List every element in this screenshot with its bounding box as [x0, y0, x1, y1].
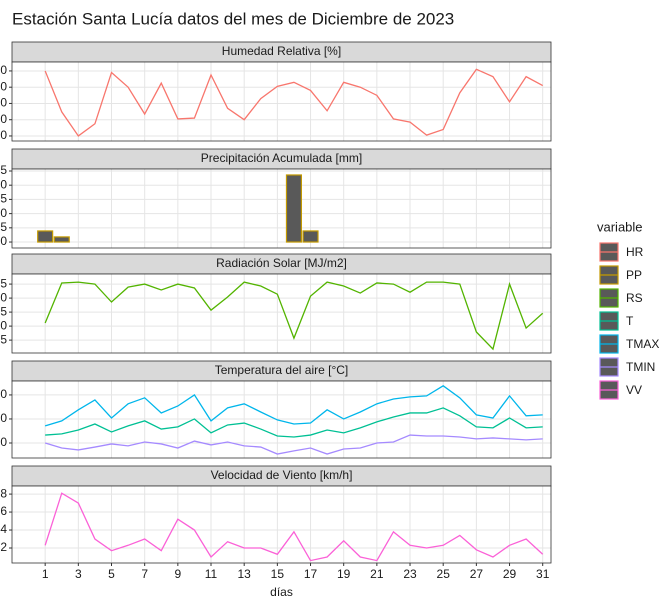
panel-border: [11, 485, 552, 564]
y-tick-label: 10: [0, 206, 7, 220]
x-tick-label: 27: [470, 567, 484, 581]
strip-title: Velocidad de Viento [km/h]: [211, 468, 353, 482]
y-tick-label: 5: [0, 220, 7, 234]
y-tick-label: 8: [0, 486, 7, 500]
legend-label: HR: [626, 245, 644, 259]
strip-title: Humedad Relativa [%]: [222, 44, 341, 58]
chart-title: Estación Santa Lucía datos del mes de Di…: [12, 9, 454, 28]
panel-border: [11, 168, 552, 249]
x-tick-label: 25: [437, 567, 451, 581]
line: [44, 68, 544, 137]
y-tick-label: 4: [0, 522, 7, 536]
x-tick-label: 1: [42, 567, 49, 581]
strip-title: Precipitación Acumulada [mm]: [201, 151, 362, 165]
y-tick-label: 2: [0, 540, 7, 554]
panel: [12, 62, 551, 141]
legend-label: RS: [626, 291, 643, 305]
legend-label: TMAX: [626, 337, 659, 351]
y-tick-label: 50: [0, 128, 7, 142]
y-tick-label: 20: [0, 290, 7, 304]
x-tick-label: 7: [141, 567, 148, 581]
panel-border: [11, 273, 552, 354]
bar: [285, 174, 303, 243]
y-tick-label: 70: [0, 96, 7, 110]
y-tick-label: 15: [0, 192, 7, 206]
line: [44, 385, 543, 427]
legend-label: T: [626, 314, 634, 328]
x-tick-label: 9: [175, 567, 182, 581]
line: [44, 492, 544, 562]
y-tick-label: 20: [0, 177, 7, 191]
panel: [12, 486, 551, 563]
y-tick-label: 0: [0, 234, 7, 248]
y-tick-label: 10: [0, 435, 7, 449]
y-tick-label: 60: [0, 112, 7, 126]
panel-border: [11, 61, 552, 142]
legend-label: PP: [626, 268, 642, 282]
line: [45, 407, 543, 438]
x-tick-label: 17: [304, 567, 318, 581]
x-tick-label: 13: [238, 567, 252, 581]
y-tick-label: 90: [0, 63, 7, 77]
panel: [12, 169, 551, 248]
x-tick-label: 21: [370, 567, 384, 581]
strip-title: Temperatura del aire [°C]: [215, 363, 349, 377]
line: [44, 281, 544, 351]
y-tick-label: 15: [0, 304, 7, 318]
x-tick-label: 19: [337, 567, 351, 581]
y-tick-label: 6: [0, 504, 7, 518]
bar: [37, 230, 54, 243]
y-tick-label: 80: [0, 79, 7, 93]
y-tick-label: 30: [0, 387, 7, 401]
x-tick-label: 5: [108, 567, 115, 581]
bar: [53, 236, 70, 243]
y-tick-label: 20: [0, 411, 7, 425]
bar: [302, 230, 319, 243]
panel-border: [11, 380, 552, 459]
legend-title: variable: [597, 219, 643, 234]
line: [44, 434, 543, 455]
x-tick-label: 15: [271, 567, 285, 581]
x-tick-label: 11: [205, 567, 218, 581]
panel: [12, 381, 551, 458]
legend-label: VV: [626, 383, 642, 397]
y-tick-label: 10: [0, 318, 7, 332]
y-tick-label: 5: [0, 332, 7, 346]
legend-label: TMIN: [626, 360, 655, 374]
x-tick-label: 29: [503, 567, 517, 581]
y-tick-label: 25: [0, 276, 7, 290]
y-tick-label: 25: [0, 163, 7, 177]
x-axis-title: días: [270, 585, 293, 596]
x-tick-label: 3: [75, 567, 82, 581]
strip-title: Radiación Solar [MJ/m2]: [216, 256, 347, 270]
x-tick-label: 23: [403, 567, 417, 581]
x-tick-label: 31: [536, 567, 550, 581]
